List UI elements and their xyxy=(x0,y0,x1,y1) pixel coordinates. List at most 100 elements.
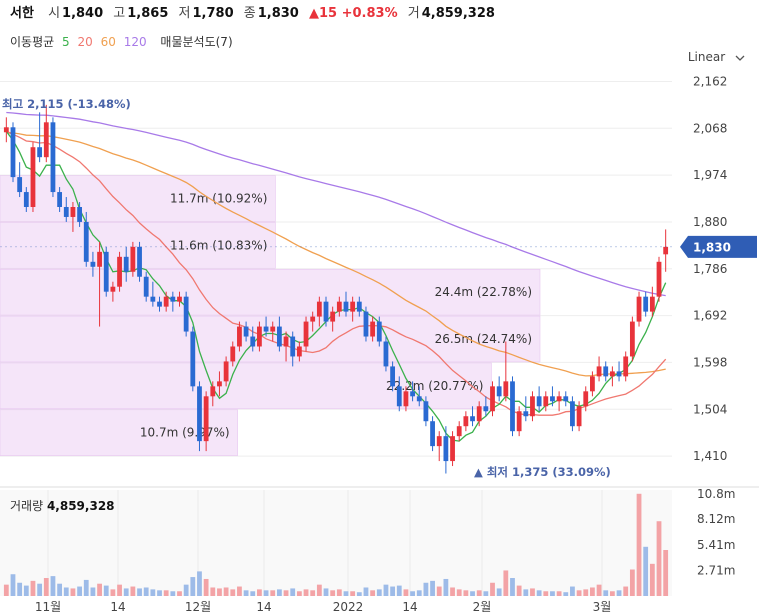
x-tick-label: 11월 xyxy=(35,600,61,614)
volume-bar xyxy=(170,591,176,596)
volume-bar xyxy=(643,546,649,596)
volume-bar xyxy=(636,493,642,596)
volume-bar xyxy=(543,591,549,596)
x-tick-label: 14 xyxy=(402,600,417,614)
volume-bar xyxy=(117,584,122,596)
candle-body xyxy=(616,371,622,377)
candle-body xyxy=(609,371,615,377)
volume-bar xyxy=(283,590,289,596)
candle-body xyxy=(416,396,422,402)
candle-body xyxy=(170,296,176,302)
scale-dropdown[interactable]: Linear xyxy=(688,50,745,64)
x-tick-label: 2월 xyxy=(473,600,492,614)
volume-label: 거 xyxy=(407,6,420,21)
candle-body xyxy=(649,296,655,312)
candle-body xyxy=(3,127,9,133)
candle-body xyxy=(237,326,242,347)
candle-body xyxy=(443,436,449,462)
candle-body xyxy=(410,391,415,397)
volume-profile-label: 24.4m (22.78%) xyxy=(435,285,532,299)
volume-bar xyxy=(570,586,575,596)
candle-body xyxy=(590,376,595,392)
stock-name[interactable]: 서한 xyxy=(10,6,34,21)
volume-bar xyxy=(43,578,49,596)
candle-body xyxy=(110,286,116,292)
volume-bar xyxy=(430,580,435,596)
volume-bar xyxy=(276,589,282,596)
volume-profile-bar xyxy=(0,315,541,363)
ma-legend-title: 이동평균 xyxy=(10,35,55,49)
volume-bar xyxy=(563,592,569,596)
candle-body xyxy=(310,316,316,322)
ma5-label: 5 xyxy=(62,35,70,49)
candle-body xyxy=(436,436,442,447)
ma120-line xyxy=(6,111,666,297)
candle-body xyxy=(250,336,256,347)
candle-body xyxy=(276,326,282,347)
y-tick-label: 1,974 xyxy=(693,168,727,182)
volume-bar xyxy=(590,587,595,596)
candle-body xyxy=(177,296,182,302)
volume-bar xyxy=(550,591,555,596)
candle-body xyxy=(516,411,522,432)
volume-bar xyxy=(90,587,96,596)
volume-bar xyxy=(390,586,396,596)
ma60-line xyxy=(6,131,666,377)
candle-body xyxy=(316,301,322,317)
volume-bar xyxy=(463,590,469,596)
volume-pane-bg xyxy=(0,490,672,596)
volume-bar xyxy=(436,586,442,596)
volume-profile-bar xyxy=(0,175,276,222)
candle-body xyxy=(143,276,149,297)
candle-body xyxy=(536,396,542,407)
volume-bar xyxy=(263,590,269,596)
candle-body xyxy=(376,321,382,342)
candle-body xyxy=(556,396,562,402)
candle-body xyxy=(583,391,589,407)
candle-body xyxy=(257,326,262,347)
volume-bar xyxy=(97,583,102,596)
close-value: 1,830 xyxy=(257,6,299,21)
candle-body xyxy=(623,356,629,377)
volume-bar xyxy=(343,591,349,596)
current-price-tag xyxy=(680,235,757,258)
candle-body xyxy=(510,381,515,432)
candle-body xyxy=(470,416,475,422)
volume-bar xyxy=(583,589,589,596)
candle-body xyxy=(663,246,669,255)
candle-body xyxy=(570,401,575,427)
candle-body xyxy=(263,326,269,332)
volume-bar xyxy=(143,587,149,596)
candle-body xyxy=(137,246,142,277)
candle-body xyxy=(210,386,216,397)
volume-bar xyxy=(456,589,462,596)
volume-bar xyxy=(450,587,455,596)
volume-bar xyxy=(323,588,329,596)
volume-bar xyxy=(410,591,415,596)
volume-bar xyxy=(663,550,669,596)
volume-bar xyxy=(530,588,535,596)
volume-bar xyxy=(510,578,515,596)
candle-body xyxy=(70,206,76,217)
candle-body xyxy=(503,381,509,397)
volume-bar xyxy=(237,586,242,596)
volume-bar xyxy=(183,584,189,596)
ma20-label: 20 xyxy=(77,35,93,49)
volume-bar xyxy=(363,587,369,596)
volume-bar xyxy=(250,591,256,596)
high-value: 1,865 xyxy=(127,6,169,21)
x-tick-label: 3월 xyxy=(593,600,612,614)
ma60-label: 60 xyxy=(100,35,116,49)
volume-profile-label[interactable]: 매물분석도(7) xyxy=(160,35,233,49)
moving-average-legend[interactable]: 이동평균 5 20 60 120 매물분석도(7) xyxy=(10,33,237,50)
volume-profile-bar xyxy=(0,268,541,316)
volume-bar xyxy=(217,588,222,596)
volume-bar xyxy=(356,592,362,596)
volume-bar xyxy=(17,582,23,596)
volume-bar xyxy=(596,584,602,596)
y-tick-label: 1,880 xyxy=(693,215,727,229)
volume-bar xyxy=(230,589,236,596)
candle-body xyxy=(230,346,236,362)
volume-bar xyxy=(77,586,82,596)
